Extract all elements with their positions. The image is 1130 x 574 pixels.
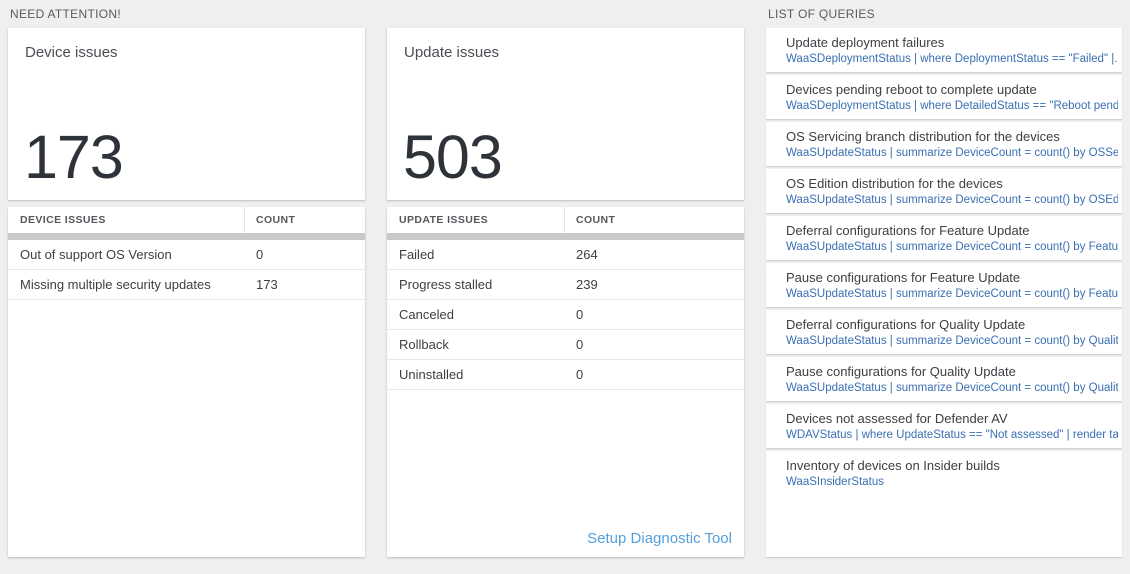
row-label: Rollback bbox=[399, 337, 449, 352]
setup-diagnostic-tool-link[interactable]: Setup Diagnostic Tool bbox=[587, 530, 732, 547]
table-header-divider-bar bbox=[8, 233, 365, 240]
list-of-queries-header: LIST OF QUERIES bbox=[768, 7, 875, 21]
query-text: WaaSDeploymentStatus | where DetailedSta… bbox=[786, 100, 1118, 112]
row-count: 0 bbox=[576, 367, 584, 382]
update-issues-column: Update issues 503 UPDATE ISSUES COUNT Fa… bbox=[387, 0, 744, 557]
query-text: WaaSUpdateStatus | summarize DeviceCount… bbox=[786, 288, 1118, 300]
query-title: OS Servicing branch distribution for the… bbox=[786, 129, 1060, 144]
query-title: Deferral configurations for Feature Upda… bbox=[786, 223, 1030, 238]
table-row[interactable]: Out of support OS Version 0 bbox=[8, 240, 365, 270]
need-attention-header: NEED ATTENTION! bbox=[10, 7, 121, 21]
update-issues-card[interactable]: Update issues 503 bbox=[387, 28, 744, 200]
query-item[interactable]: Devices not assessed for Defender AV WDA… bbox=[766, 404, 1122, 448]
query-title: Deferral configurations for Quality Upda… bbox=[786, 317, 1026, 332]
query-title: Pause configurations for Quality Update bbox=[786, 364, 1016, 379]
query-title: Devices pending reboot to complete updat… bbox=[786, 82, 1037, 97]
table-row[interactable]: Uninstalled 0 bbox=[387, 360, 744, 390]
device-issues-column: NEED ATTENTION! Device issues 173 DEVICE… bbox=[8, 0, 365, 557]
query-item[interactable]: Update deployment failures WaaSDeploymen… bbox=[766, 28, 1122, 72]
row-label: Out of support OS Version bbox=[20, 247, 172, 262]
query-text: WaaSUpdateStatus | summarize DeviceCount… bbox=[786, 382, 1118, 394]
row-label: Uninstalled bbox=[399, 367, 464, 382]
update-table-header-row: UPDATE ISSUES COUNT bbox=[387, 207, 744, 233]
query-text: WaaSUpdateStatus | summarize DeviceCount… bbox=[786, 147, 1118, 159]
row-count: 173 bbox=[256, 277, 278, 292]
device-issues-table: DEVICE ISSUES COUNT Out of support OS Ve… bbox=[8, 207, 365, 557]
table-row[interactable]: Missing multiple security updates 173 bbox=[8, 270, 365, 300]
update-issues-count: 503 bbox=[403, 123, 503, 191]
device-issues-count: 173 bbox=[24, 123, 124, 191]
device-table-header-count: COUNT bbox=[256, 214, 296, 226]
query-list: Update deployment failures WaaSDeploymen… bbox=[766, 28, 1122, 557]
row-label: Missing multiple security updates bbox=[20, 277, 211, 292]
query-title: OS Edition distribution for the devices bbox=[786, 176, 1003, 191]
query-text: WaaSUpdateStatus | summarize DeviceCount… bbox=[786, 335, 1118, 347]
device-issues-title: Device issues bbox=[25, 44, 118, 61]
query-text: WaaSInsiderStatus bbox=[786, 476, 885, 488]
table-header-divider-bar bbox=[387, 233, 744, 240]
table-row[interactable]: Rollback 0 bbox=[387, 330, 744, 360]
query-item[interactable]: OS Servicing branch distribution for the… bbox=[766, 122, 1122, 166]
row-count: 239 bbox=[576, 277, 598, 292]
query-item[interactable]: Deferral configurations for Feature Upda… bbox=[766, 216, 1122, 260]
query-item[interactable]: Inventory of devices on Insider builds W… bbox=[766, 451, 1122, 557]
table-row[interactable]: Progress stalled 239 bbox=[387, 270, 744, 300]
query-list-column: LIST OF QUERIES Update deployment failur… bbox=[766, 0, 1122, 557]
query-item[interactable]: Devices pending reboot to complete updat… bbox=[766, 75, 1122, 119]
query-item[interactable]: OS Edition distribution for the devices … bbox=[766, 169, 1122, 213]
row-label: Canceled bbox=[399, 307, 454, 322]
query-item[interactable]: Deferral configurations for Quality Upda… bbox=[766, 310, 1122, 354]
query-item[interactable]: Pause configurations for Feature Update … bbox=[766, 263, 1122, 307]
table-row[interactable]: Canceled 0 bbox=[387, 300, 744, 330]
update-issues-table: UPDATE ISSUES COUNT Failed 264 Progress … bbox=[387, 207, 744, 557]
device-issues-card[interactable]: Device issues 173 bbox=[8, 28, 365, 200]
update-table-header-count: COUNT bbox=[576, 214, 616, 226]
section-spacer bbox=[387, 0, 744, 28]
query-title: Update deployment failures bbox=[786, 35, 945, 50]
device-table-header-row: DEVICE ISSUES COUNT bbox=[8, 207, 365, 233]
query-text: WaaSUpdateStatus | summarize DeviceCount… bbox=[786, 194, 1118, 206]
row-count: 264 bbox=[576, 247, 598, 262]
row-label: Failed bbox=[399, 247, 435, 262]
query-text: WDAVStatus | where UpdateStatus == "Not … bbox=[786, 429, 1118, 441]
row-count: 0 bbox=[256, 247, 264, 262]
query-title: Pause configurations for Feature Update bbox=[786, 270, 1021, 285]
table-row[interactable]: Failed 264 bbox=[387, 240, 744, 270]
update-table-header-issues: UPDATE ISSUES bbox=[387, 207, 565, 233]
device-table-header-issues: DEVICE ISSUES bbox=[8, 207, 245, 233]
query-title: Devices not assessed for Defender AV bbox=[786, 411, 1008, 426]
update-issues-title: Update issues bbox=[404, 44, 500, 61]
query-item[interactable]: Pause configurations for Quality Update … bbox=[766, 357, 1122, 401]
row-count: 0 bbox=[576, 337, 584, 352]
query-text: WaaSUpdateStatus | summarize DeviceCount… bbox=[786, 241, 1118, 253]
row-label: Progress stalled bbox=[399, 277, 493, 292]
query-title: Inventory of devices on Insider builds bbox=[786, 458, 1000, 473]
row-count: 0 bbox=[576, 307, 584, 322]
query-text: WaaSDeploymentStatus | where DeploymentS… bbox=[786, 53, 1118, 65]
